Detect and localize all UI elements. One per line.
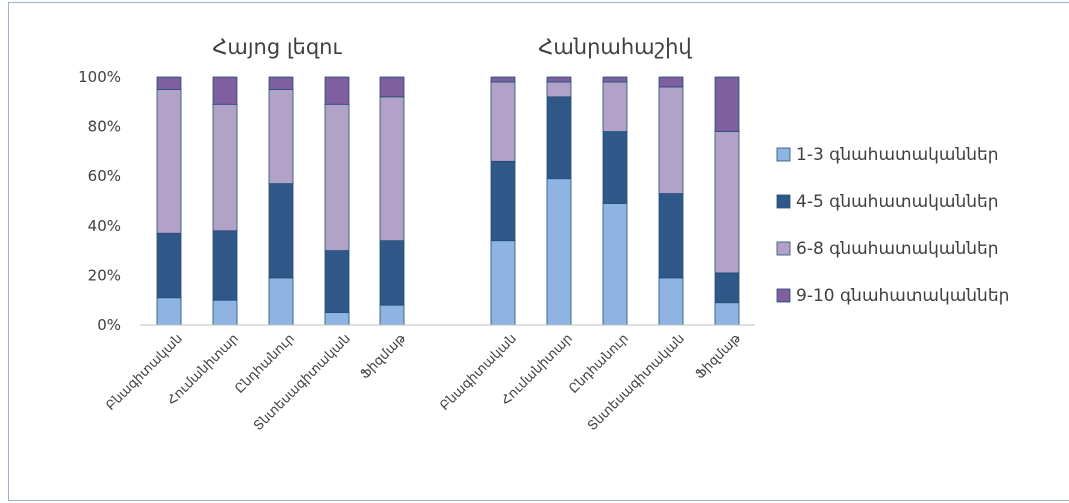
legend-label: 9-10 գնահատականներ: [796, 286, 1009, 306]
legend-label: 4-5 գնահատականներ: [796, 192, 999, 212]
bar-segment-4-series-3: [324, 103, 350, 252]
bar-segment-8-series-3: [602, 81, 628, 132]
bar-segment-1-series-2: [156, 232, 182, 299]
y-axis: 0% 20% 40% 60% 80% 100%: [78, 68, 121, 334]
legend: 1-3 գնահատականներ 4-5 գնահատականներ 6-8 գն…: [776, 145, 1009, 306]
bar-segment-2-series-1: [212, 299, 238, 326]
group-titles: Հայոց լեզու Հանրահաշիվ: [212, 35, 692, 59]
bar-segment-7-series-1: [546, 178, 572, 326]
bar-segment-4-series-4: [324, 76, 350, 105]
legend-swatch: [776, 194, 791, 209]
category-label: Տնտեսագիտական: [251, 331, 354, 434]
category-label: Տնտեսագիտական: [585, 331, 688, 434]
category-label: Ֆիզմաթ: [358, 331, 409, 382]
bar-segment-6-series-4: [490, 76, 516, 83]
group-title: Հայոց լեզու: [212, 35, 342, 59]
bar-segment-6-series-1: [490, 240, 516, 326]
bar-segment-8-series-1: [602, 203, 628, 326]
bar-segment-9-series-4: [658, 76, 684, 88]
x-axis: ԲնագիտականՀումանիտարԸնդհանուրՏնտեսագիտակ…: [103, 324, 755, 434]
bar-segment-3-series-4: [268, 76, 294, 90]
bar-segment-10-series-1: [714, 302, 740, 326]
y-tick-label: 100%: [78, 68, 121, 86]
bar-segment-5-series-1: [379, 304, 405, 326]
bar-segment-9-series-3: [658, 86, 684, 194]
legend-label: 1-3 գնահատականներ: [796, 145, 999, 165]
bar-segment-10-series-3: [714, 131, 740, 274]
bar-segment-9-series-2: [658, 193, 684, 279]
bar-segment-2-series-3: [212, 103, 238, 232]
legend-swatch: [776, 147, 791, 162]
bar-segment-7-series-3: [546, 81, 572, 98]
y-tick-label: 80%: [88, 118, 121, 136]
bar-segment-5-series-2: [379, 240, 405, 306]
bar-segment-8-series-4: [602, 76, 628, 83]
y-tick-label: 60%: [88, 167, 121, 185]
y-tick-label: 0%: [97, 316, 121, 334]
bar-segment-3-series-3: [268, 89, 294, 185]
bar-segment-9-series-1: [658, 277, 684, 326]
legend-swatch: [776, 288, 791, 303]
bar-segment-4-series-2: [324, 250, 350, 314]
bars: [156, 76, 740, 326]
y-tick-label: 40%: [88, 217, 121, 235]
bar-segment-6-series-3: [490, 81, 516, 162]
bar-segment-10-series-4: [714, 76, 740, 132]
bar-segment-2-series-4: [212, 76, 238, 105]
legend-label: 6-8 գնահատականներ: [796, 239, 999, 259]
bar-segment-5-series-3: [379, 96, 405, 242]
group-title: Հանրահաշիվ: [538, 35, 692, 59]
category-label: Ֆիզմաթ: [693, 331, 744, 382]
bar-segment-6-series-2: [490, 160, 516, 242]
bar-segment-10-series-2: [714, 272, 740, 304]
bar-segment-2-series-2: [212, 230, 238, 301]
bar-segment-1-series-3: [156, 89, 182, 234]
bar-segment-8-series-2: [602, 131, 628, 204]
bar-segment-1-series-4: [156, 76, 182, 90]
legend-swatch: [776, 241, 791, 256]
bar-segment-7-series-2: [546, 96, 572, 180]
chart-frame: [8, 2, 1069, 501]
y-tick-label: 20%: [88, 266, 121, 284]
bar-segment-5-series-4: [379, 76, 405, 98]
bar-segment-1-series-1: [156, 297, 182, 326]
bar-segment-4-series-1: [324, 312, 350, 326]
bar-segment-3-series-1: [268, 277, 294, 326]
bar-segment-3-series-2: [268, 183, 294, 279]
bar-segment-7-series-4: [546, 76, 572, 83]
